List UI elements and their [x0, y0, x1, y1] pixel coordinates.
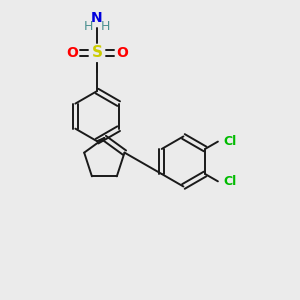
- Text: O: O: [116, 46, 128, 60]
- Text: Cl: Cl: [223, 175, 236, 188]
- Text: Cl: Cl: [223, 135, 236, 148]
- Text: N: N: [91, 11, 103, 25]
- Text: H: H: [101, 20, 110, 33]
- Text: O: O: [66, 46, 78, 60]
- Text: S: S: [92, 45, 103, 60]
- Text: H: H: [83, 20, 93, 33]
